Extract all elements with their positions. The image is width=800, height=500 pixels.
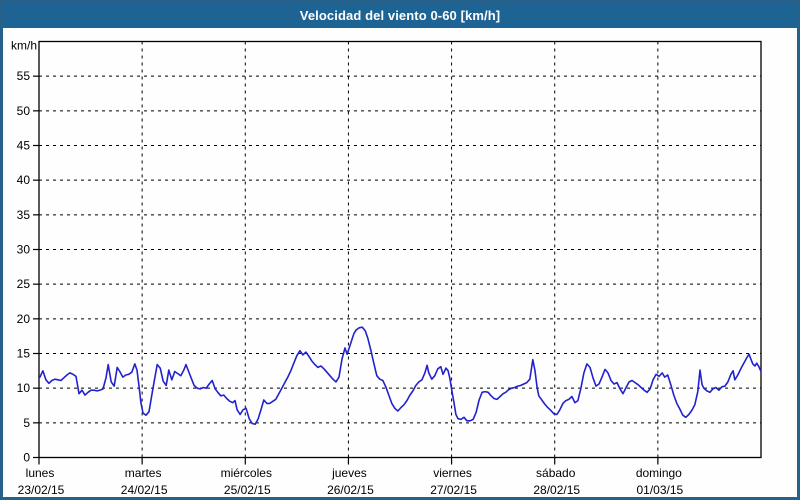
y-tick-label: 0 [23, 451, 30, 465]
y-tick-label: 50 [17, 104, 31, 118]
y-tick-label: 40 [17, 173, 31, 187]
day-name-label: jueves [331, 466, 367, 480]
y-axis-unit-label: km/h [11, 39, 37, 53]
day-name-label: martes [125, 466, 162, 480]
y-tick-label: 10 [17, 381, 31, 395]
day-date-label: 27/02/15 [430, 483, 477, 497]
plot-border [38, 40, 762, 459]
y-tick-label: 30 [17, 243, 31, 257]
y-tick-label: 55 [17, 69, 31, 83]
day-name-label: miércoles [221, 466, 272, 480]
day-date-label: 25/02/15 [224, 483, 271, 497]
day-date-label: 28/02/15 [533, 483, 580, 497]
day-date-label: 26/02/15 [327, 483, 374, 497]
y-tick-label: 35 [17, 208, 31, 222]
y-tick-label: 25 [17, 277, 31, 291]
day-date-label: 24/02/15 [121, 483, 168, 497]
day-name-label: sábado [536, 466, 576, 480]
day-name-label: viernes [433, 466, 472, 480]
y-tick-label: 5 [23, 416, 30, 430]
day-date-label: 01/03/15 [636, 483, 683, 497]
wind-speed-line [39, 326, 762, 426]
day-name-label: lunes [26, 466, 55, 480]
y-tick-label: 20 [17, 312, 31, 326]
wind-speed-chart: 0 5 10 15 20 25 30 35 40 45 50 55 km/h lunes 23/02/15 m… [11, 39, 762, 497]
chart-title: Velocidad del viento 0-60 [km/h] [299, 8, 501, 23]
y-tick-label: 15 [17, 347, 31, 361]
title-bar: Velocidad del viento 0-60 [km/h] [3, 3, 797, 28]
day-date-label: 23/02/15 [18, 483, 65, 497]
day-name-label: domingo [636, 466, 682, 480]
y-tick-label: 45 [17, 139, 31, 153]
